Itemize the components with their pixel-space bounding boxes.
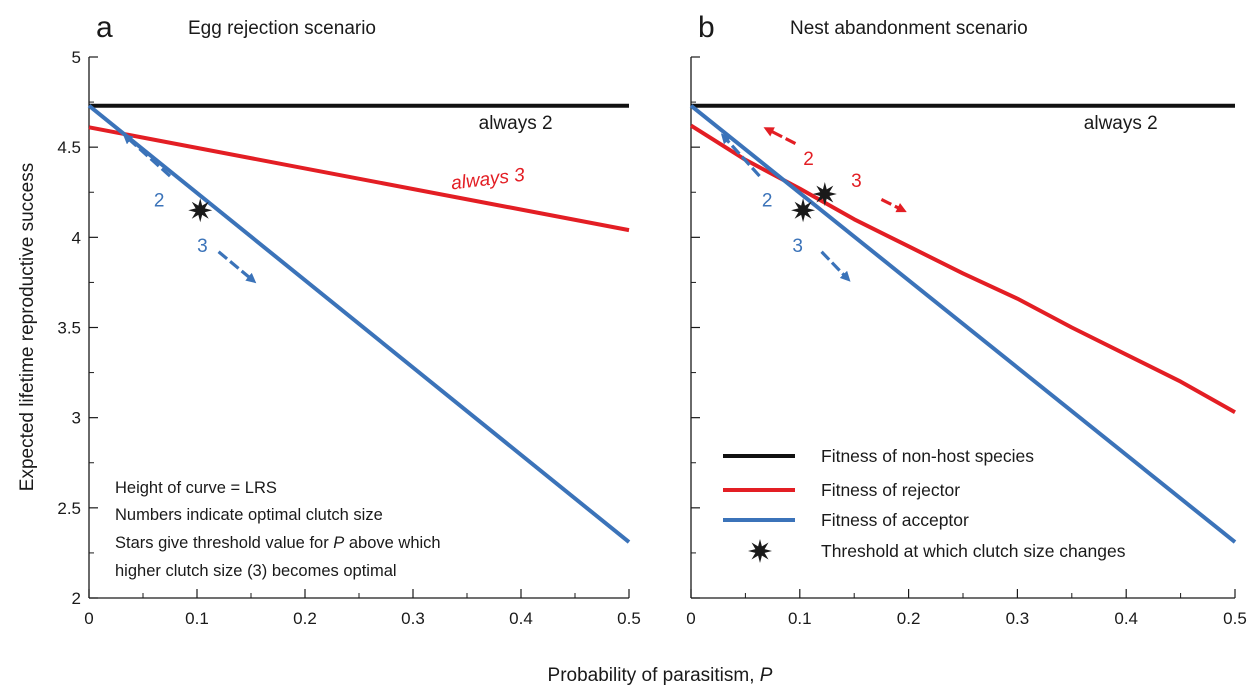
panel-b-x-tick-label: 0 bbox=[686, 609, 695, 628]
panel-a-arrow-label: 2 bbox=[154, 191, 165, 212]
panel-a-x-tick-label: 0.4 bbox=[509, 609, 533, 628]
x-axis-label-text: Probability of parasitism, bbox=[548, 665, 760, 686]
x-axis-label-var: P bbox=[760, 665, 773, 686]
panel-a-notes: Height of curve = LRS Numbers indicate o… bbox=[115, 479, 441, 580]
panel-b-title: Nest abandonment scenario bbox=[790, 18, 1028, 39]
panel-a-x-tick-label: 0.2 bbox=[293, 609, 317, 628]
panel-a-x-tick-label: 0.1 bbox=[185, 609, 209, 628]
legend-label-rejector: Fitness of rejector bbox=[821, 480, 960, 500]
legend-star-shape bbox=[748, 539, 772, 563]
panel-a-y-tick-label: 4.5 bbox=[57, 138, 81, 157]
legend-label-acceptor: Fitness of acceptor bbox=[821, 510, 969, 530]
note-line-4: higher clutch size (3) becomes optimal bbox=[115, 562, 397, 580]
panel-b-x-tick-label: 0.4 bbox=[1114, 609, 1138, 628]
panel-a-plot: 2 2.5 3 3.5 4 4.5 5 0 0.1 0.2 0.3 0.4 0.5 always 2 alw… bbox=[57, 48, 640, 628]
panel-b-series-acceptor bbox=[689, 104, 1237, 544]
panel-a-series-acceptor bbox=[87, 104, 631, 544]
panel-b-direction-arrow bbox=[880, 198, 907, 213]
y-axis-label: Expected lifetime reproductive success bbox=[17, 163, 38, 491]
panel-a-letter: a bbox=[96, 11, 113, 44]
panel-b-direction-arrow bbox=[720, 133, 761, 178]
panel-a-series-rejector bbox=[88, 125, 630, 233]
panel-b-arrow-label: 3 bbox=[851, 171, 862, 192]
x-axis-label: Probability of parasitism, P bbox=[548, 665, 773, 686]
panel-a-x-tick-label: 0.5 bbox=[617, 609, 641, 628]
panel-a: a Egg rejection scenario 2 2.5 3 3.5 4 4.5 5 0 0… bbox=[57, 11, 640, 628]
panel-b-x-tick-label: 0.1 bbox=[788, 609, 812, 628]
panel-b-x-tick-label: 0.3 bbox=[1006, 609, 1030, 628]
legend: Fitness of non-host species Fitness of r… bbox=[723, 446, 1126, 563]
panel-a-direction-arrow bbox=[217, 250, 257, 284]
panel-b-threshold-star bbox=[812, 182, 837, 207]
panel-a-threshold-star bbox=[188, 198, 213, 223]
note-line-2: Numbers indicate optimal clutch size bbox=[115, 506, 383, 524]
panel-b-direction-arrow bbox=[763, 127, 797, 145]
panel-b-curve-label: always 2 bbox=[1084, 113, 1158, 134]
panel-a-curve-label: always 2 bbox=[479, 113, 553, 134]
panel-b: b Nest abandonment scenario 0 0.1 0.2 0.3 0.… bbox=[686, 11, 1247, 628]
panel-a-y-tick-label: 2 bbox=[72, 589, 81, 608]
panel-b-arrow-label: 2 bbox=[762, 191, 773, 212]
panel-a-y-tick-label: 5 bbox=[72, 48, 81, 67]
panel-a-y-tick-label: 4 bbox=[72, 228, 81, 247]
panel-b-x-tick-label: 0.2 bbox=[897, 609, 921, 628]
panel-a-x-tick-label: 0.3 bbox=[401, 609, 425, 628]
note-line-3: Stars give threshold value for P above w… bbox=[115, 534, 441, 552]
panel-a-y-tick-label: 3 bbox=[72, 409, 81, 428]
panel-b-arrow-label: 2 bbox=[803, 149, 814, 170]
panel-b-plot: 0 0.1 0.2 0.3 0.4 0.5 always 2 2 3 2 3 bbox=[686, 56, 1247, 628]
legend-star-icon bbox=[748, 539, 772, 563]
panel-b-threshold-star bbox=[791, 198, 816, 223]
panel-a-curve-label: always 3 bbox=[450, 165, 526, 195]
panel-a-y-tick-label: 2.5 bbox=[57, 499, 81, 518]
panel-a-title: Egg rejection scenario bbox=[188, 18, 376, 39]
panel-b-x-tick-label: 0.5 bbox=[1223, 609, 1247, 628]
panel-a-y-tick-label: 3.5 bbox=[57, 319, 81, 338]
panel-b-arrow-label: 3 bbox=[792, 236, 803, 257]
panel-a-x-tick-label: 0 bbox=[84, 609, 93, 628]
panel-b-series-rejector bbox=[689, 123, 1236, 415]
panel-a-direction-arrow bbox=[122, 133, 172, 178]
legend-label-non-host: Fitness of non-host species bbox=[821, 446, 1034, 466]
note-line-1: Height of curve = LRS bbox=[115, 479, 277, 497]
panel-a-arrow-label: 3 bbox=[197, 236, 208, 257]
legend-label-threshold: Threshold at which clutch size changes bbox=[821, 541, 1126, 561]
panel-b-direction-arrow bbox=[820, 250, 851, 282]
panel-b-letter: b bbox=[698, 11, 715, 44]
